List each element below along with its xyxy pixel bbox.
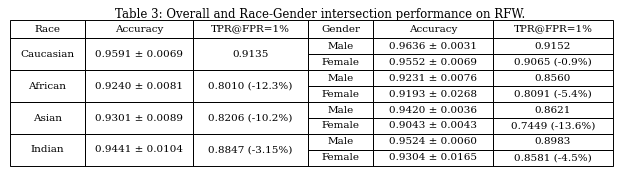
Text: 0.9240 ± 0.0081: 0.9240 ± 0.0081 [95,82,183,91]
Bar [308,70,373,86]
Bar [493,102,613,118]
Text: 0.9552 ± 0.0069: 0.9552 ± 0.0069 [389,57,477,67]
Text: Female: Female [321,90,360,99]
Bar [10,70,85,102]
Bar [373,70,493,86]
Text: 0.9524 ± 0.0060: 0.9524 ± 0.0060 [389,137,477,146]
Text: Gender: Gender [321,24,360,33]
Bar [193,38,308,70]
Text: Accuracy: Accuracy [409,24,457,33]
Bar [193,102,308,134]
Bar [493,86,613,102]
Bar [308,118,373,134]
Bar [308,38,373,54]
Bar [308,134,373,150]
Bar [10,134,85,166]
Bar [10,102,85,134]
Bar [373,134,493,150]
Bar [373,86,493,102]
Text: 0.9135: 0.9135 [232,50,269,59]
Text: 0.9193 ± 0.0268: 0.9193 ± 0.0268 [389,90,477,99]
Text: Male: Male [328,42,354,50]
Bar [193,70,308,102]
Text: Male: Male [328,73,354,82]
Text: Table 3: Overall and Race-Gender intersection performance on RFW.: Table 3: Overall and Race-Gender interse… [115,8,525,21]
Text: Male: Male [328,105,354,114]
Text: 0.9301 ± 0.0089: 0.9301 ± 0.0089 [95,114,183,122]
Bar [193,134,308,166]
Bar [493,70,613,86]
Bar [308,86,373,102]
Text: 0.8983: 0.8983 [535,137,571,146]
Text: Female: Female [321,122,360,131]
Bar [373,54,493,70]
Bar [308,150,373,166]
Text: Indian: Indian [31,145,64,154]
Bar [85,134,193,166]
Text: Male: Male [328,137,354,146]
Bar [493,38,613,54]
Bar [85,102,193,134]
Text: 0.8621: 0.8621 [535,105,571,114]
Text: 0.8847 (-3.15%): 0.8847 (-3.15%) [208,145,292,154]
Text: Female: Female [321,154,360,163]
Bar [308,20,373,38]
Text: 0.9304 ± 0.0165: 0.9304 ± 0.0165 [389,154,477,163]
Text: Female: Female [321,57,360,67]
Text: TPR@FPR=1%: TPR@FPR=1% [211,24,290,33]
Text: Race: Race [35,24,61,33]
Text: 0.8010 (-12.3%): 0.8010 (-12.3%) [208,82,292,91]
Text: 0.8091 (-5.4%): 0.8091 (-5.4%) [514,90,592,99]
Text: 0.8560: 0.8560 [535,73,571,82]
Text: 0.9420 ± 0.0036: 0.9420 ± 0.0036 [389,105,477,114]
Bar [493,54,613,70]
Bar [193,20,308,38]
Text: 0.7449 (-13.6%): 0.7449 (-13.6%) [511,122,595,131]
Text: Caucasian: Caucasian [20,50,75,59]
Bar [308,102,373,118]
Text: 0.9441 ± 0.0104: 0.9441 ± 0.0104 [95,145,183,154]
Text: 0.9636 ± 0.0031: 0.9636 ± 0.0031 [389,42,477,50]
Bar [85,38,193,70]
Text: Asian: Asian [33,114,62,122]
Bar [373,102,493,118]
Text: 0.8206 (-10.2%): 0.8206 (-10.2%) [208,114,292,122]
Text: Accuracy: Accuracy [115,24,163,33]
Bar [493,134,613,150]
Bar [493,118,613,134]
Bar [85,70,193,102]
Text: African: African [29,82,67,91]
Bar [373,20,493,38]
Bar [85,20,193,38]
Text: 0.9591 ± 0.0069: 0.9591 ± 0.0069 [95,50,183,59]
Bar [10,20,85,38]
Bar [10,38,85,70]
Text: TPR@FPR=1%: TPR@FPR=1% [513,24,593,33]
Text: 0.9231 ± 0.0076: 0.9231 ± 0.0076 [389,73,477,82]
Text: 0.8581 (-4.5%): 0.8581 (-4.5%) [514,154,592,163]
Bar [373,118,493,134]
Bar [308,54,373,70]
Text: 0.9065 (-0.9%): 0.9065 (-0.9%) [514,57,592,67]
Bar [493,20,613,38]
Text: 0.9152: 0.9152 [535,42,571,50]
Bar [493,150,613,166]
Bar [373,150,493,166]
Bar [373,38,493,54]
Text: 0.9043 ± 0.0043: 0.9043 ± 0.0043 [389,122,477,131]
